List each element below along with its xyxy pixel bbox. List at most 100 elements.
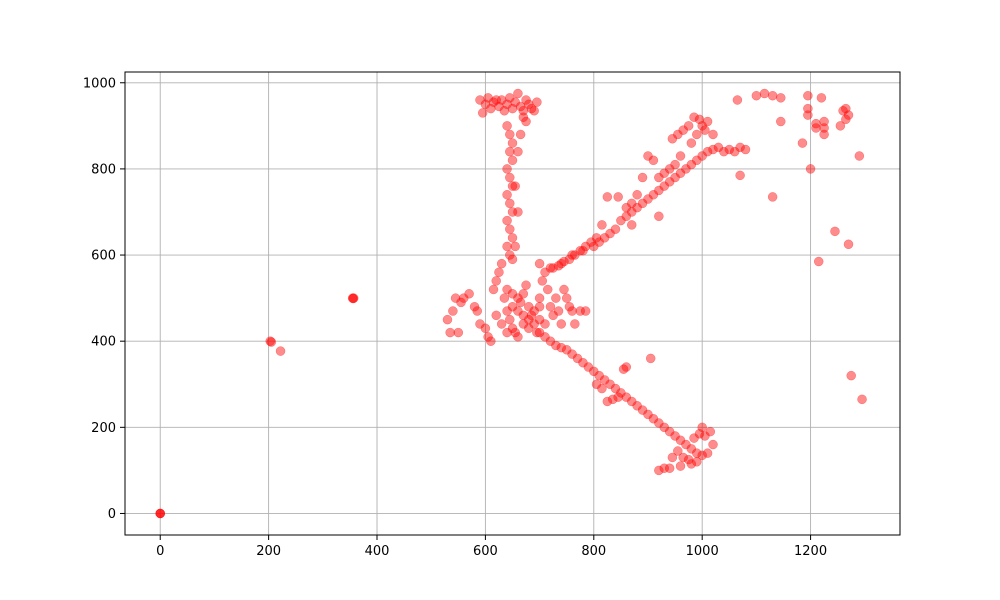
- data-point: [450, 293, 461, 303]
- data-point: [458, 293, 469, 303]
- data-point: [483, 332, 493, 342]
- data-point: [602, 192, 613, 202]
- data-point: [689, 433, 699, 443]
- data-point: [692, 448, 702, 458]
- data-point: [486, 103, 496, 114]
- data-point: [702, 116, 713, 127]
- data-point: [776, 93, 786, 103]
- data-point: [632, 202, 642, 213]
- data-point: [735, 170, 745, 181]
- data-point: [524, 323, 534, 334]
- data-point: [464, 289, 474, 299]
- data-point: [670, 159, 680, 170]
- data-point: [505, 93, 515, 103]
- data-point: [616, 215, 626, 226]
- data-point: [594, 370, 604, 381]
- data-point: [816, 93, 827, 103]
- data-point: [819, 123, 829, 133]
- data-point: [610, 224, 621, 234]
- plot-frame: [124, 71, 901, 536]
- grid: [125, 72, 900, 535]
- data-point: [469, 301, 480, 312]
- x-tick-label: 0: [156, 544, 164, 559]
- data-point: [673, 129, 683, 140]
- data-point: [776, 116, 786, 127]
- data-point: [534, 314, 545, 325]
- data-point: [494, 267, 504, 278]
- data-point: [502, 190, 512, 200]
- data-point: [518, 319, 529, 329]
- data-point: [618, 364, 629, 374]
- data-point: [694, 429, 705, 439]
- data-point: [513, 306, 523, 316]
- data-point: [697, 151, 707, 161]
- data-point: [846, 370, 856, 381]
- data-point: [681, 439, 691, 450]
- data-point: [843, 239, 854, 250]
- data-point: [507, 289, 518, 299]
- data-point: [694, 114, 705, 125]
- y-tick-label: 0: [108, 507, 116, 522]
- data-point: [819, 129, 829, 140]
- data-point: [561, 345, 572, 355]
- data-point: [502, 99, 512, 110]
- data-point: [589, 366, 599, 377]
- data-point: [686, 459, 697, 469]
- data-point: [529, 306, 539, 316]
- x-tick-label: 200: [256, 544, 281, 559]
- data-point: [830, 226, 840, 237]
- data-point: [477, 108, 488, 118]
- data-point: [155, 508, 165, 519]
- data-point: [637, 172, 648, 183]
- data-point: [686, 444, 697, 454]
- data-point: [488, 284, 499, 295]
- data-point: [575, 245, 585, 256]
- data-point: [575, 306, 585, 316]
- data-point: [572, 353, 583, 364]
- data-point: [502, 121, 512, 131]
- data-point: [841, 114, 851, 125]
- data-point: [803, 90, 813, 101]
- data-point: [499, 293, 510, 303]
- data-point: [551, 340, 561, 351]
- data-point: [708, 129, 718, 140]
- data-point: [502, 327, 512, 338]
- data-point: [491, 95, 501, 105]
- data-point: [510, 97, 520, 107]
- data-point: [526, 310, 537, 321]
- data-point: [654, 418, 664, 428]
- data-point: [838, 106, 848, 116]
- data-point: [521, 95, 531, 105]
- data-point: [580, 306, 591, 316]
- data-point: [507, 207, 518, 217]
- data-point: [664, 463, 675, 473]
- data-point: [155, 508, 165, 519]
- data-point: [496, 95, 507, 105]
- data-point: [670, 431, 680, 441]
- data-point: [583, 362, 594, 372]
- data-point: [499, 106, 510, 116]
- data-point: [505, 314, 515, 325]
- data-point: [599, 375, 610, 385]
- data-point: [502, 306, 512, 316]
- data-point: [713, 142, 724, 153]
- data-point: [518, 310, 529, 321]
- data-point: [534, 293, 545, 303]
- data-point: [570, 319, 580, 329]
- data-point: [534, 301, 545, 312]
- data-point: [532, 327, 542, 338]
- data-point: [857, 394, 867, 405]
- data-point: [692, 457, 702, 467]
- tick-labels: 0 200 400 600 800 1000 1200 0 200 400 600 800 1000: [83, 76, 827, 559]
- data-point: [697, 422, 707, 433]
- data-point: [445, 327, 455, 338]
- data-point: [483, 93, 493, 103]
- data-point: [518, 106, 529, 116]
- x-tick-label: 400: [365, 544, 390, 559]
- data-point: [708, 439, 718, 450]
- data-point: [621, 362, 632, 372]
- data-point: [613, 392, 623, 402]
- data-point: [507, 155, 518, 166]
- data-point: [510, 241, 520, 252]
- y-tick-label: 600: [91, 249, 116, 264]
